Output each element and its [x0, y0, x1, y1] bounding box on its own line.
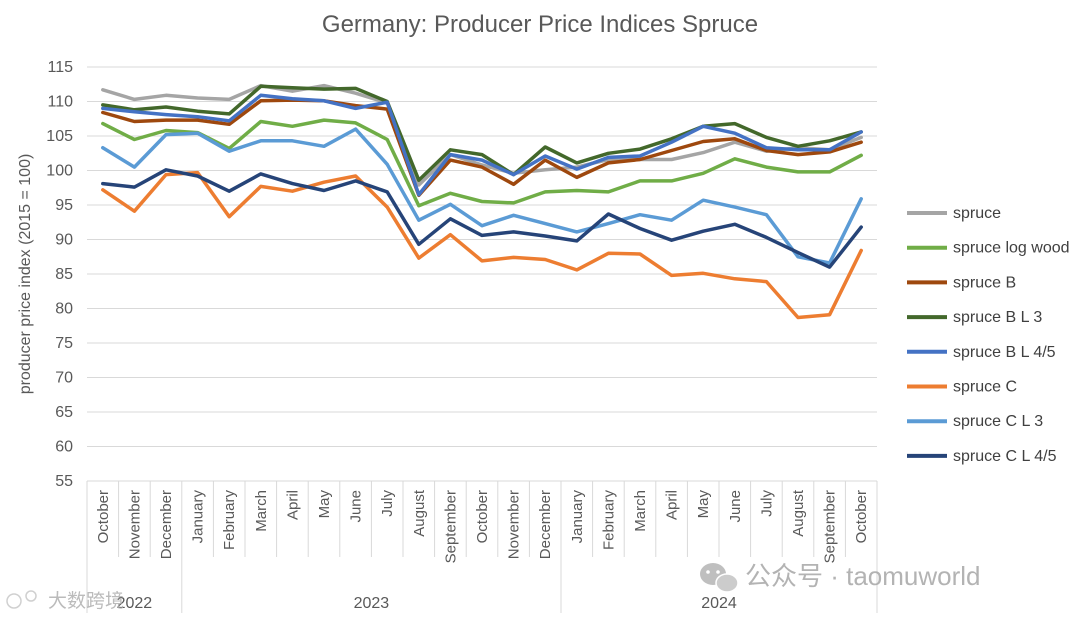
- legend-label: spruce C: [953, 379, 1017, 396]
- x-tick-label: March: [253, 490, 270, 532]
- x-tick-label: October: [95, 490, 112, 543]
- legend-label: spruce C L 3: [953, 413, 1043, 430]
- x-tick-label: December: [537, 490, 554, 559]
- wechat-icon: [700, 563, 739, 593]
- watermark-logo-icon: [6, 590, 37, 609]
- y-tick-label: 55: [55, 473, 73, 490]
- legend-label: spruce: [953, 205, 1001, 222]
- series-line-spruce-b-l-3: [101, 84, 863, 182]
- year-group-label: 2022: [117, 595, 153, 612]
- series-line-spruce-b-l-4-5: [101, 93, 863, 197]
- x-tick-label: May: [316, 490, 333, 519]
- x-tick-label: July: [758, 490, 775, 517]
- y-tick-label: 65: [55, 404, 73, 421]
- y-tick-label: 90: [55, 232, 73, 249]
- chart-title: Germany: Producer Price Indices Spruce: [322, 11, 758, 38]
- x-tick-label: January: [190, 490, 207, 544]
- y-tick-label: 75: [55, 335, 73, 352]
- y-tick-label: 70: [55, 370, 73, 387]
- y-tick-label: 105: [46, 128, 73, 145]
- x-tick-label: May: [695, 490, 712, 519]
- y-axis-ticks: 55 60 65 70 75 80 85 90 95 100 105 110 115: [46, 59, 73, 490]
- grid-lines: [87, 66, 877, 482]
- legend-label: spruce log wood: [953, 240, 1070, 257]
- y-tick-label: 110: [47, 94, 73, 111]
- x-tick-label: November: [126, 490, 143, 559]
- x-tick-label: July: [379, 490, 396, 517]
- series-line-spruce-log-wood: [101, 118, 863, 208]
- x-tick-label: April: [664, 490, 681, 520]
- series-lines: [101, 83, 863, 320]
- series-line-spruce-c-l-4-5: [101, 168, 863, 269]
- x-tick-label: November: [506, 490, 523, 559]
- y-tick-label: 115: [47, 59, 73, 76]
- year-group-label: 2023: [354, 595, 390, 612]
- y-axis-label: producer price index (2015 = 100): [17, 154, 34, 395]
- legend-label: spruce B L 3: [953, 309, 1042, 326]
- y-tick-label: 60: [55, 439, 73, 456]
- x-tick-label: June: [348, 490, 365, 523]
- watermark-right-text: 公众号 · taomuworld: [745, 561, 981, 591]
- legend-label: spruce B: [953, 274, 1016, 291]
- x-tick-label: June: [727, 490, 744, 523]
- x-tick-label: February: [221, 490, 238, 551]
- x-tick-label: September: [822, 490, 839, 563]
- x-tick-label: February: [600, 490, 617, 551]
- x-tick-label: October: [853, 490, 870, 543]
- x-tick-label: September: [442, 490, 459, 563]
- series-line-spruce-b: [101, 98, 863, 198]
- y-tick-label: 95: [55, 197, 73, 214]
- x-tick-label: January: [569, 490, 586, 544]
- legend: spruce spruce log wood spruce B spruce B L …: [907, 205, 1070, 465]
- x-tick-label: August: [411, 489, 428, 537]
- y-tick-label: 85: [55, 266, 73, 283]
- x-tick-label: April: [284, 490, 301, 520]
- watermark: 大数跨境 公众号 · taomuworld: [6, 561, 981, 612]
- x-tick-label: October: [474, 490, 491, 543]
- x-tick-label: December: [158, 490, 175, 559]
- y-tick-label: 80: [55, 301, 73, 318]
- watermark-left-text: 大数跨境: [48, 590, 124, 612]
- legend-label: spruce B L 4/5: [953, 344, 1056, 361]
- x-tick-label: August: [790, 489, 807, 537]
- legend-label: spruce C L 4/5: [953, 448, 1057, 465]
- x-tick-label: March: [632, 490, 649, 532]
- series-line-spruce-c: [101, 170, 863, 320]
- year-group-label: 2024: [701, 595, 737, 612]
- series-line-spruce-c-l-3: [101, 127, 863, 265]
- y-tick-label: 100: [46, 163, 73, 180]
- x-axis: October November December January February Ma…: [86, 480, 878, 613]
- series-line-spruce: [101, 83, 863, 187]
